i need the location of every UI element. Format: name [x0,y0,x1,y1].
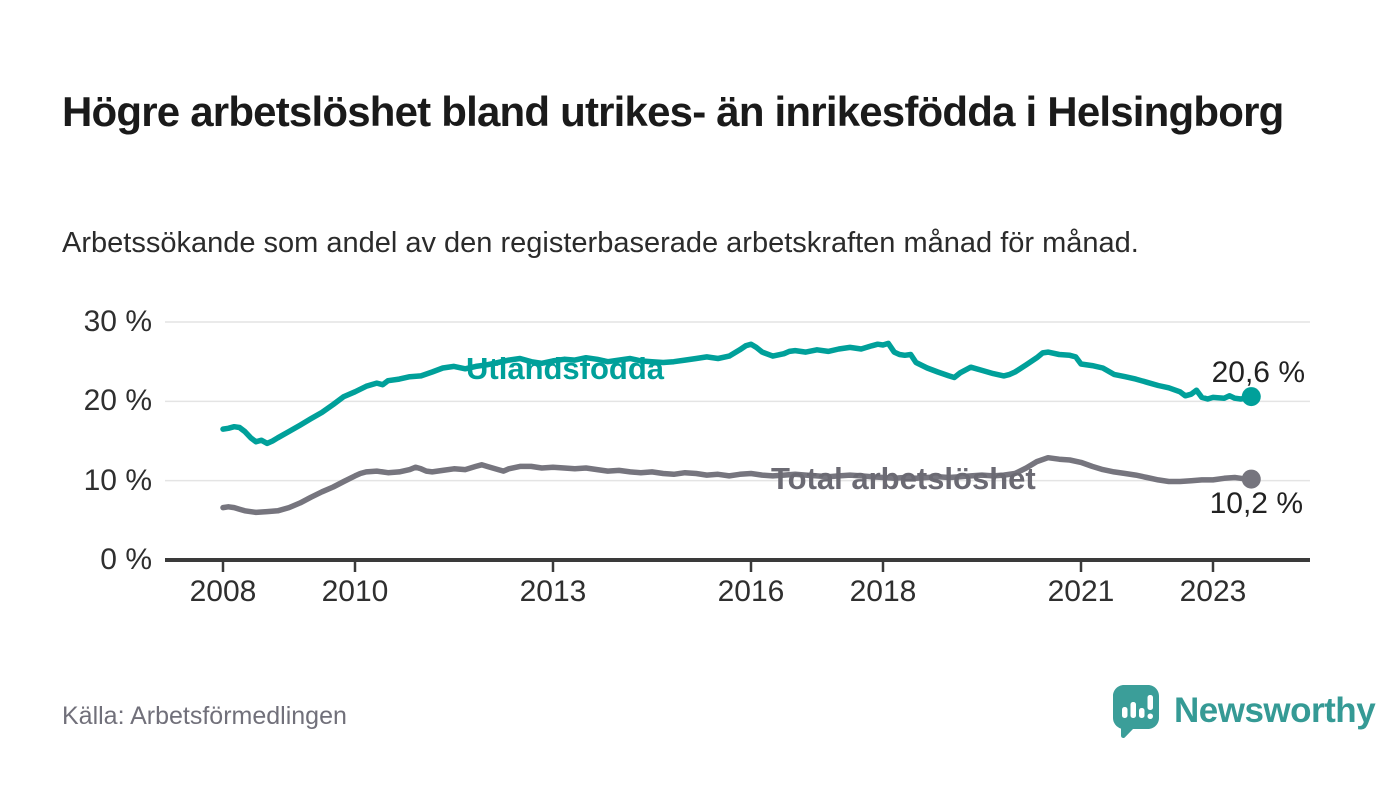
gridlines [165,321,1310,482]
series-line [220,340,1255,447]
x-tick-label: 2018 [849,575,917,608]
chart-title: Högre arbetslöshet bland utrikes- än inr… [62,88,1284,136]
x-tick-label: 2021 [1047,575,1115,608]
x-tick-label: 2023 [1179,575,1247,608]
series-label-total-arbetsloshet: Total arbetslöshet [771,461,1036,496]
x-tick-label: 2008 [189,575,257,608]
data-series-lines [220,340,1261,516]
newsworthy-wordmark: Newsworthy [1174,691,1376,730]
y-tick-label: 30 % [83,305,152,338]
end-value-label-utlandsfodda: 20,6 % [1211,356,1305,389]
newsworthy-logo: Newsworthy [1110,682,1376,740]
y-tick-label: 20 % [83,384,152,418]
x-tick-label: 2013 [519,575,587,608]
y-tick-label: 10 % [83,463,152,497]
newsworthy-speech-bubble-bar-chart-icon [1113,685,1159,738]
x-tick-label: 2010 [321,575,389,608]
series-line [220,454,1255,516]
series-end-dot [1241,469,1261,489]
series-end-dot [1241,387,1261,407]
x-axis [165,558,1310,572]
end-value-label-total: 10,2 % [1209,487,1303,520]
x-tick-label: 2016 [717,575,785,608]
chart-subtitle: Arbetssökande som andel av den registerb… [62,227,1139,259]
series-label-utlandsfodda: Utlandsfödda [466,351,665,386]
y-tick-label: 0 % [100,543,152,576]
source-credit: Källa: Arbetsförmedlingen [62,702,347,730]
